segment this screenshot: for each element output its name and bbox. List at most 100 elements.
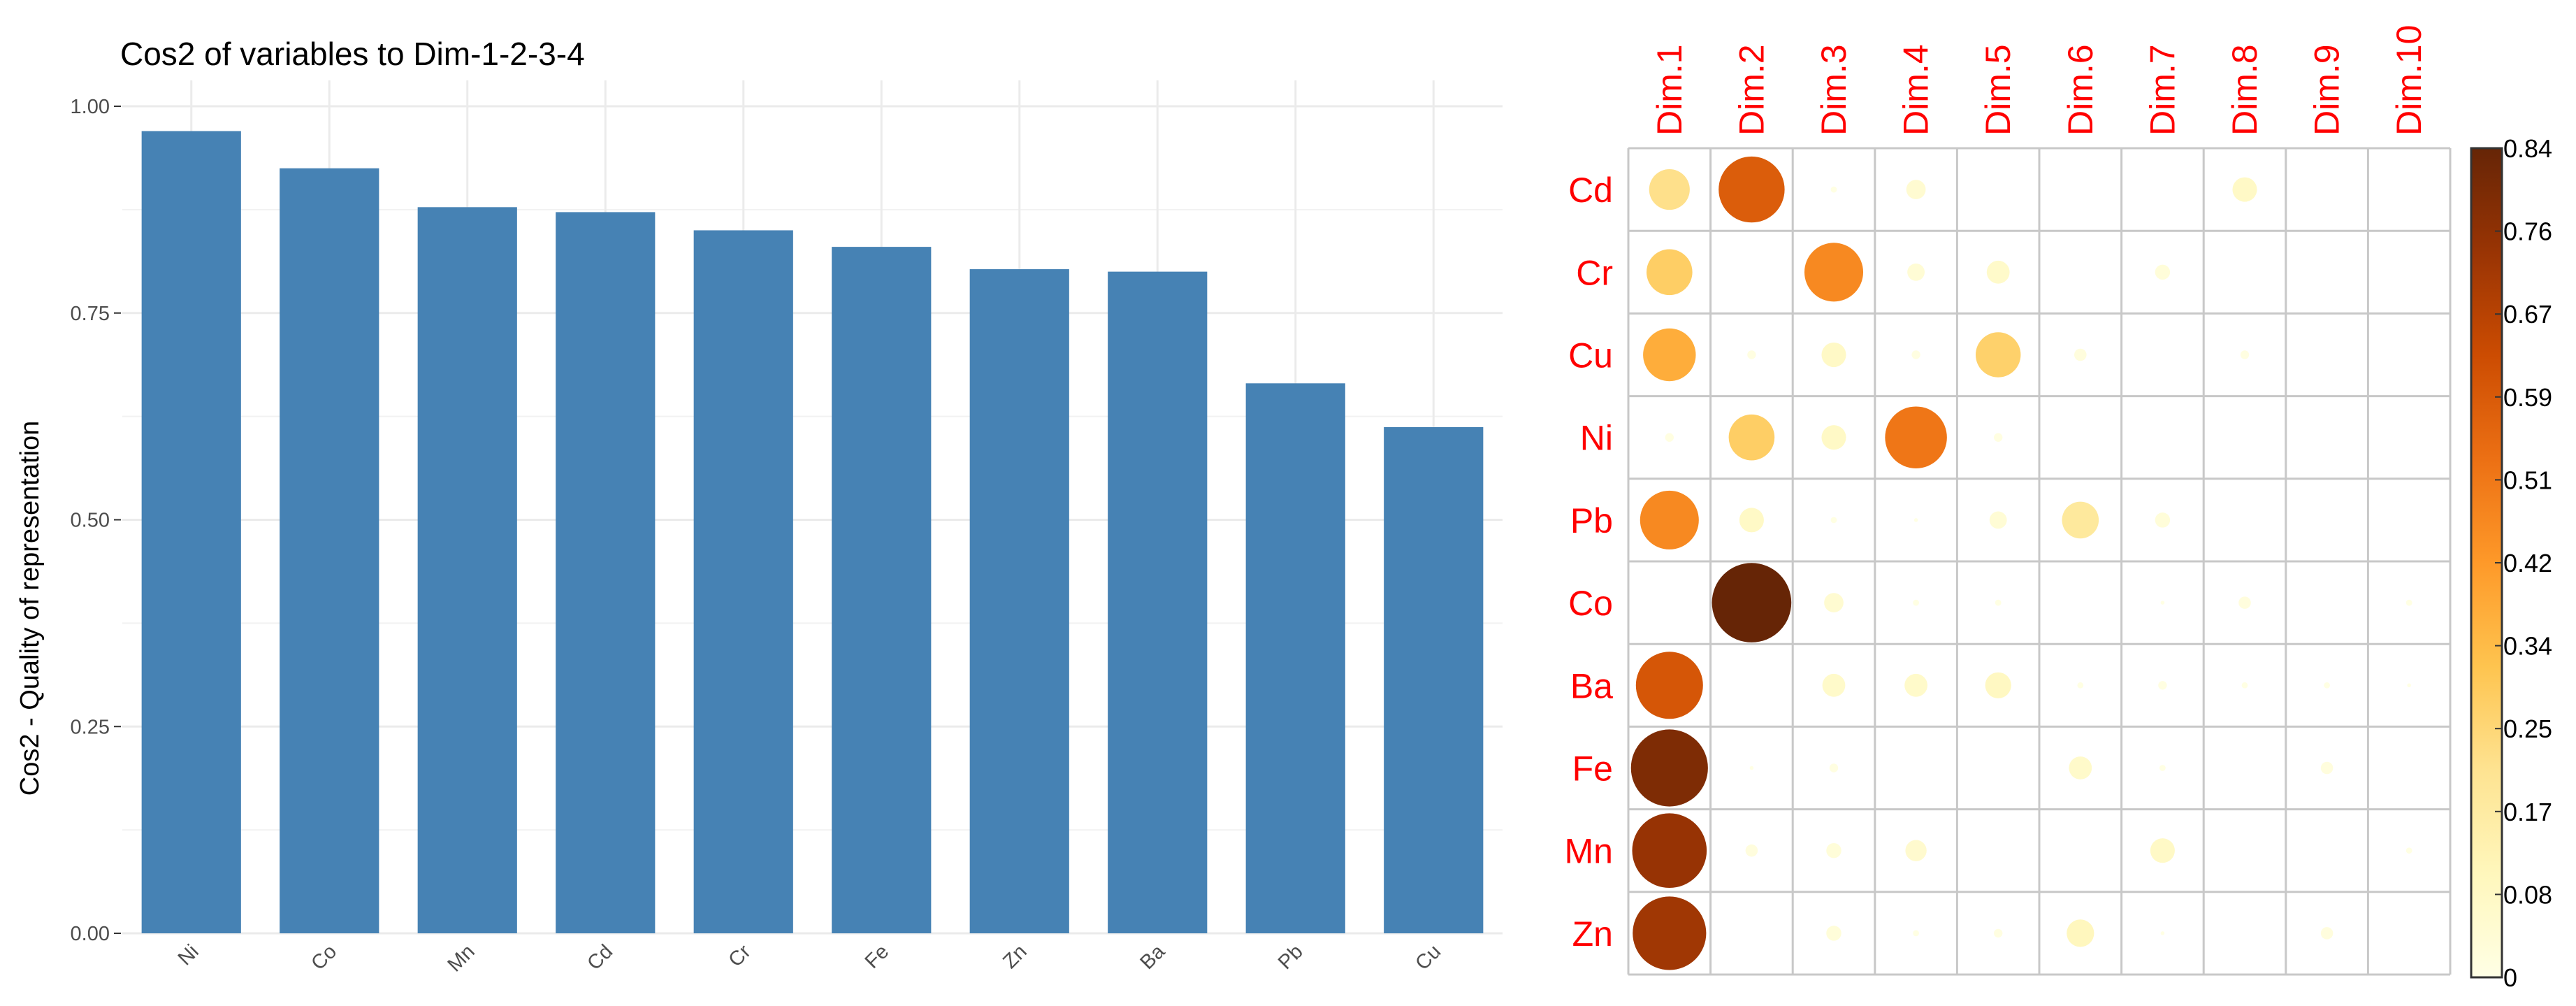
corr-circle [2238,596,2251,609]
corr-circle [1830,186,1837,193]
corr-circle [1986,260,2010,284]
corrplot-row-label: Ba [1570,666,1613,705]
corr-circle [2158,681,2167,690]
corrplot-row-label: Zn [1572,914,1613,954]
corr-circle [2077,682,2084,689]
corrplot-row-label: Mn [1565,832,1613,871]
corr-circle [1821,425,1846,450]
x-tick-label: Co [307,940,341,975]
corr-circle [1633,896,1707,970]
corrplot-row-label: Cr [1576,253,1613,292]
bar-ni [141,131,241,934]
corr-circle [2062,501,2099,539]
bar-fe [832,247,932,933]
corr-circle [1643,328,1696,382]
bar-chart-panel: Cos2 of variables to Dim-1-2-3-4 Cos2 - … [15,36,1503,976]
corr-circle [1718,156,1785,223]
corrplot-column-label: Dim.7 [2143,44,2182,136]
corr-circle [2320,761,2333,775]
corr-circle [2405,599,2412,606]
corr-circle [1904,673,1927,697]
corr-circle [2074,348,2087,361]
corr-circle [1749,766,1754,770]
corr-circle [1712,563,1792,642]
corr-circle [1885,406,1947,468]
colorbar-tick-label: 0.84 [2503,134,2552,163]
y-tick-label: 0.25 [71,716,110,738]
x-tick-label: Pb [1274,940,1308,974]
corr-circle [1630,729,1708,807]
bar-zn [969,269,1069,933]
corr-circle [2324,682,2330,689]
corr-circle [1747,350,1756,359]
corr-circle [2320,927,2333,940]
corr-circle [1975,332,2021,378]
corr-circle [2405,847,2412,854]
corr-circle [1728,414,1775,461]
x-tick-label: Cd [583,940,617,975]
y-tick-label: 0.50 [71,510,110,532]
corr-circle [1913,518,1918,522]
bar-chart-y-ticks: 0.00 0.25 0.50 0.75 1.00 [71,96,121,945]
corrplot-column-label: Dim.4 [1897,44,1936,136]
colorbar-tick-label: 0.67 [2503,300,2552,329]
corr-circle [2155,512,2171,528]
corr-circle [2407,683,2411,688]
x-tick-label: Zn [999,940,1032,973]
corr-circle [1822,673,1846,697]
corr-circle [1906,180,1926,199]
corr-circle [2159,765,2166,771]
corr-circle [1665,433,1674,442]
corrplot-column-label: Dim.5 [1978,44,2018,136]
corr-circle [1649,169,1690,210]
corrplot-row-label: Ni [1580,419,1613,458]
bar-pb [1245,383,1345,933]
colorbar-tick-label: 0.08 [2503,880,2552,909]
corr-circle [1824,593,1844,612]
corrplot-column-label: Dim.9 [2308,44,2347,136]
bar-cd [556,212,656,933]
x-tick-label: Fe [861,940,894,973]
corr-circle [1913,930,1919,937]
x-tick-label: Ni [174,940,203,970]
corrplot-column-label: Dim.2 [1732,44,1771,136]
corrplot-column-label: Dim.6 [2061,44,2100,136]
colorbar-tick-label: 0.42 [2503,549,2552,577]
bar-cu [1384,427,1484,933]
corrplot-grid [1627,147,2452,976]
colorbar-tick-label: 0 [2503,963,2517,992]
corr-circle [1905,840,1927,861]
corrplot-column-label: Dim.10 [2389,25,2429,136]
corr-circle [2160,931,2165,935]
y-tick-label: 0.75 [71,303,110,325]
corr-circle [1804,243,1864,302]
corr-circle [2160,601,2165,605]
colorbar-tick-label: 0.51 [2503,466,2552,494]
colorbar-tick-label: 0.76 [2503,217,2552,246]
corr-circle [1830,517,1837,524]
colorbar-tick-label: 0.17 [2503,798,2552,826]
corr-circle [2067,919,2094,947]
bar-co [280,168,379,934]
corr-circle [2069,756,2092,779]
corr-circle [1994,928,2003,938]
x-tick-label: Mn [444,940,479,976]
corr-circle [1985,672,2011,698]
corr-circle [1826,842,1841,858]
corrplot-row-label: Fe [1572,749,1613,789]
colorbar-tick-label: 0.59 [2503,383,2552,412]
corr-circle [1647,249,1693,296]
colorbar-tick-label: 0.34 [2503,632,2552,661]
bar-chart-bars [141,131,1484,934]
corr-circle [1829,763,1839,773]
corr-circle [1632,813,1707,889]
corrplot-column-label: Dim.1 [1650,44,1689,136]
corr-circle [2150,838,2175,863]
corrplot-row-label: Pb [1570,501,1613,540]
bar-cr [693,230,793,933]
x-tick-label: Ba [1136,940,1169,974]
corrplot-row-label: Cd [1568,171,1613,210]
y-tick-label: 1.00 [71,96,110,118]
corr-circle [1907,263,1925,281]
